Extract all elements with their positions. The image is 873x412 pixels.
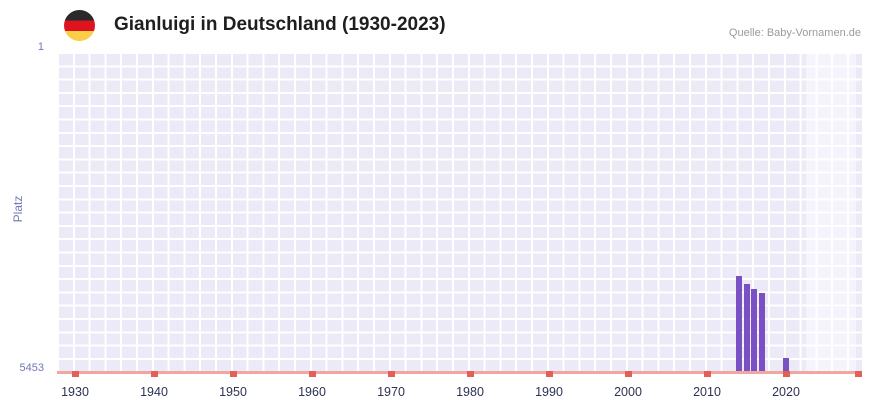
x-tick-2020: [782, 371, 790, 377]
x-tick-1950: [229, 371, 237, 377]
x-tick-1930: [71, 371, 79, 377]
x-tick-label-1970: 1970: [377, 385, 405, 399]
bar-2014[interactable]: [735, 275, 742, 371]
bar-2016[interactable]: [751, 288, 758, 371]
x-tick-label-1940: 1940: [140, 385, 168, 399]
y-tick-label-top: 1: [37, 41, 44, 53]
bar-2017[interactable]: [759, 292, 766, 371]
source-label: Quelle: Baby-Vornamen.de: [728, 27, 861, 39]
x-tick-label-1990: 1990: [535, 385, 563, 399]
x-tick-1970: [387, 371, 395, 377]
y-tick-label-bottom: 5453: [19, 362, 44, 374]
chart-title: Gianluigi in Deutschland (1930-2023): [114, 14, 446, 35]
x-tick-2000: [624, 371, 632, 377]
x-tick-2010: [703, 371, 711, 377]
bar-2020[interactable]: [783, 357, 789, 371]
x-axis-line: [57, 371, 862, 374]
x-tick-1990: [545, 371, 553, 377]
german-flag-icon: [64, 10, 95, 41]
x-tick-label-2010: 2010: [693, 385, 721, 399]
x-tick-label-1960: 1960: [298, 385, 326, 399]
x-tick-label-1930: 1930: [61, 385, 89, 399]
x-tick-label-2000: 2000: [614, 385, 642, 399]
x-tick-1960: [308, 371, 316, 377]
x-tick-1980: [466, 371, 474, 377]
x-tick-end: [855, 371, 862, 377]
x-tick-1940: [150, 371, 158, 377]
x-tick-label-1980: 1980: [456, 385, 484, 399]
bar-2015[interactable]: [743, 283, 750, 371]
x-tick-label-2020: 2020: [772, 385, 800, 399]
x-tick-label-1950: 1950: [219, 385, 247, 399]
